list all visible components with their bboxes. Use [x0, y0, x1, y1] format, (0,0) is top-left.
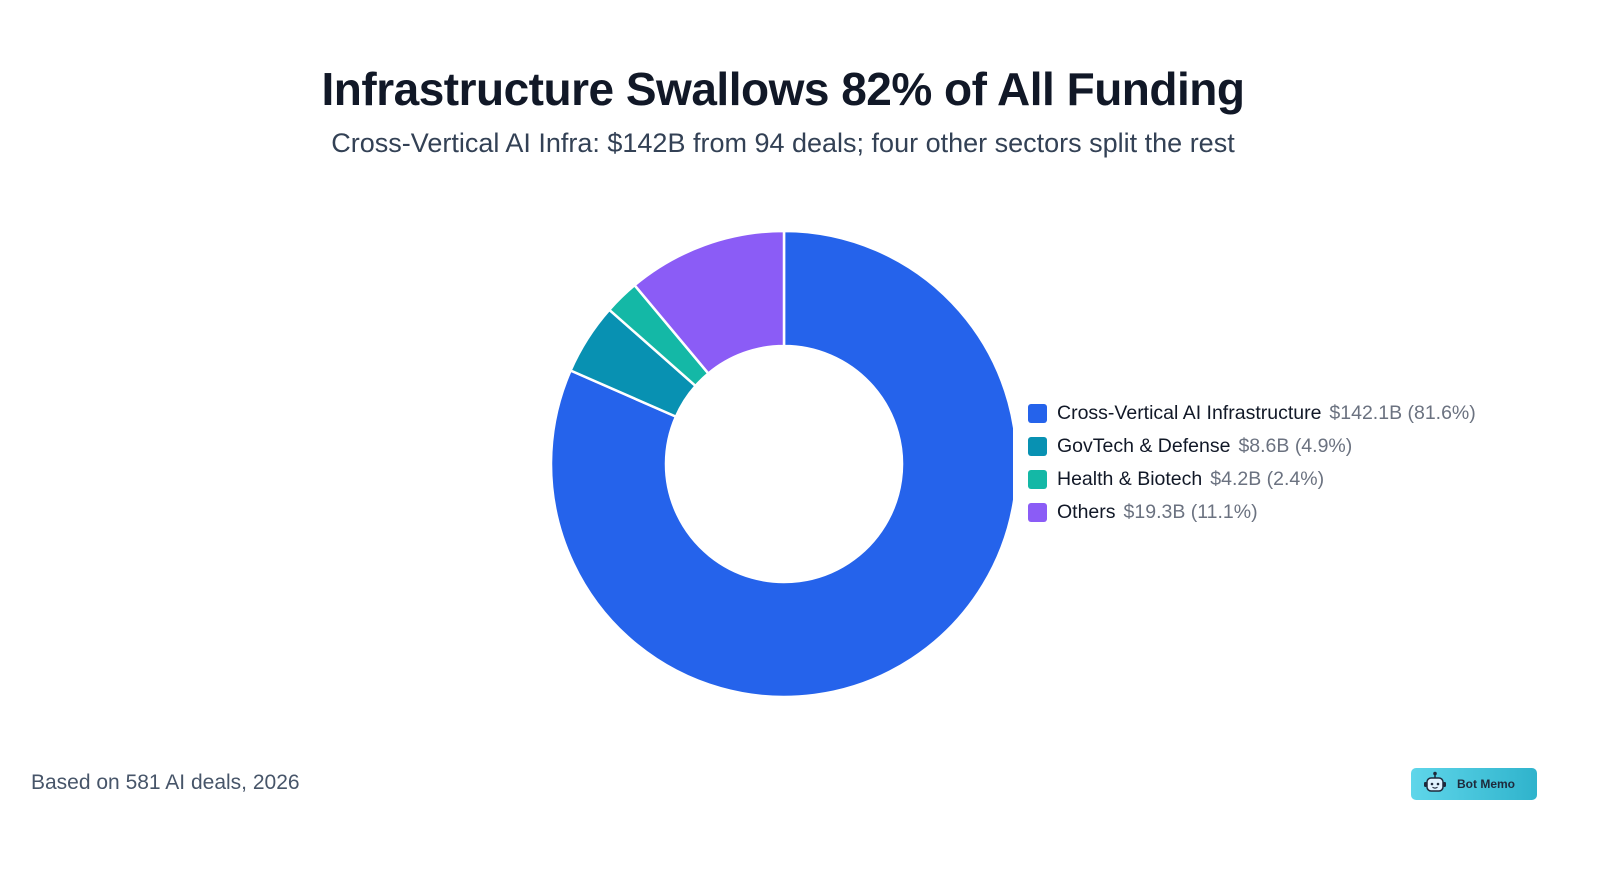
- legend-item-others[interactable]: Others $19.3B (11.1%): [1028, 496, 1476, 529]
- legend-label: Others: [1057, 501, 1116, 523]
- donut-svg: [549, 229, 1013, 699]
- legend-label: GovTech & Defense: [1057, 435, 1231, 457]
- legend-item-infrastructure[interactable]: Cross-Vertical AI Infrastructure $142.1B…: [1028, 397, 1476, 430]
- legend-swatch: [1028, 470, 1047, 489]
- bot-memo-badge[interactable]: Bot Memo: [1411, 768, 1537, 800]
- chart-title: Infrastructure Swallows 82% of All Fundi…: [321, 63, 1245, 115]
- footnote: Based on 581 AI deals, 2026: [31, 771, 300, 794]
- legend-label: Health & Biotech: [1057, 468, 1203, 490]
- legend-value: $142.1B (81.6%): [1329, 402, 1476, 424]
- legend-swatch: [1028, 503, 1047, 522]
- legend-item-health[interactable]: Health & Biotech $4.2B (2.4%): [1028, 463, 1476, 496]
- legend-label: Cross-Vertical AI Infrastructure: [1057, 402, 1322, 424]
- legend-value: $19.3B (11.1%): [1123, 501, 1258, 523]
- legend-swatch: [1028, 404, 1047, 423]
- legend-item-govtech[interactable]: GovTech & Defense $8.6B (4.9%): [1028, 430, 1476, 463]
- legend-value: $8.6B (4.9%): [1238, 435, 1353, 457]
- badge-label: Bot Memo: [1457, 777, 1515, 791]
- robot-icon: [1424, 771, 1446, 792]
- chart-subtitle: Cross-Vertical AI Infra: $142B from 94 d…: [331, 128, 1235, 158]
- legend-value: $4.2B (2.4%): [1210, 468, 1325, 490]
- legend-swatch: [1028, 437, 1047, 456]
- legend: Cross-Vertical AI Infrastructure $142.1B…: [1028, 397, 1476, 529]
- donut-slice-3[interactable]: [632, 229, 786, 376]
- donut-slice-0[interactable]: [549, 229, 1013, 699]
- donut-chart: [540, 220, 1013, 710]
